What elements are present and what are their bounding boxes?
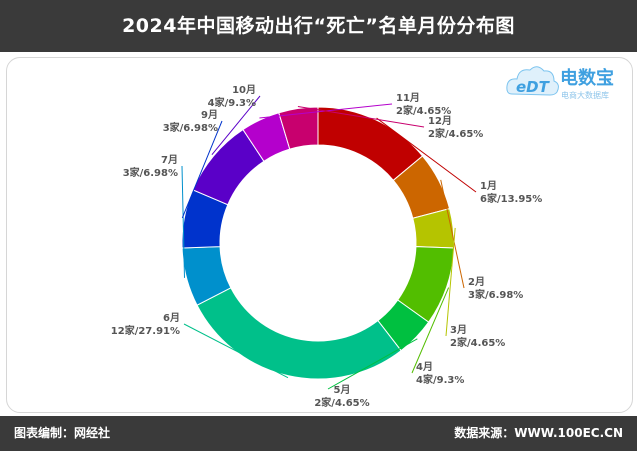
cloud-logo-icon: eDT 电数宝 电商大数据库 [506,66,614,100]
logo-subtitle: 电商大数据库 [561,90,609,100]
slice-label-month: 1月 [480,180,497,192]
logo-badge-text: eDT [516,78,551,96]
slice-label-value: 3家/6.98% [468,288,523,301]
slice-labels: 1月6家/13.95%2月3家/6.98%3月2家/4.65%4月4家/9.3%… [111,84,542,409]
logo-name: 电数宝 [560,67,614,89]
chart-title: 2024年中国移动出行“死亡”名单月份分布图 [122,15,515,37]
header-bar: 2024年中国移动出行“死亡”名单月份分布图 [0,0,637,52]
leader-lines [181,95,477,390]
leader-line-5 [327,338,418,390]
donut-slice-11 [278,106,319,150]
leader-line-3 [445,227,456,337]
leader-line-7 [181,165,185,278]
donut-slices [181,106,455,380]
slice-label-value: 12家/27.91% [111,324,180,337]
slice-label-value: 3家/6.98% [163,121,218,134]
slice-label-value: 4家/9.3% [208,96,256,109]
slice-label-value: 4家/9.3% [416,373,464,386]
slice-label-month: 11月 [396,92,420,104]
slice-label-month: 4月 [416,361,433,373]
slice-label-month: 9月 [201,109,218,121]
slice-label-month: 10月 [232,84,256,96]
leader-line-8 [181,120,223,219]
slice-label-month: 7月 [161,154,178,166]
leader-line-2 [440,179,465,289]
footer-bar: 图表编制：网经社 数据来源：WWW.100EC.CN [0,416,637,451]
slice-label-month: 6月 [163,312,180,324]
leader-line-4 [411,287,450,374]
footer-source: 数据来源：WWW.100EC.CN [454,426,623,440]
slice-label-value: 3家/6.98% [123,166,178,179]
slice-label-value: 2家/4.65% [428,127,483,140]
leader-line-9 [211,95,261,156]
footer-credit: 图表编制：网经社 [14,426,111,440]
slice-label-value: 6家/13.95% [480,192,542,205]
leader-line-1 [376,117,477,193]
slice-label-month: 3月 [450,324,467,336]
slice-label-month: 5月 [334,384,351,396]
logo: eDT 电数宝 电商大数据库 [504,58,634,108]
slice-label-value: 2家/4.65% [396,104,451,117]
slice-label-month: 2月 [468,276,485,288]
leader-line-11 [297,105,425,128]
slice-label-month: 12月 [428,115,452,127]
slice-label-value: 2家/4.65% [450,336,505,349]
slice-label-value: 2家/4.65% [314,396,369,409]
leader-line-6 [183,323,289,379]
